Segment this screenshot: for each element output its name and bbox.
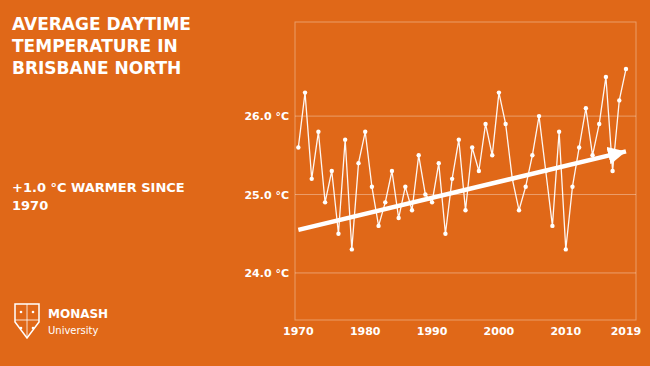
x-tick-label: 1980 — [350, 325, 381, 338]
y-tick-label: 26.0 °C — [244, 110, 289, 123]
temperature-point — [336, 232, 340, 236]
temperature-point — [303, 90, 307, 94]
plot-frame — [295, 22, 636, 320]
temperature-point — [483, 122, 487, 126]
temperature-point — [570, 184, 574, 188]
temperature-point — [597, 122, 601, 126]
temperature-point — [497, 90, 501, 94]
temperature-point — [564, 247, 568, 251]
temperature-point — [457, 137, 461, 141]
temperature-point — [477, 169, 481, 173]
background — [0, 0, 650, 366]
temperature-point — [416, 153, 420, 157]
temperature-point — [503, 122, 507, 126]
temperature-point — [330, 169, 334, 173]
chart: 24.0 °C 25.0 °C 26.0 °C 1970 1980 1990 2000 201… — [0, 0, 650, 366]
temperature-point — [323, 200, 327, 204]
shield-outline — [15, 304, 39, 338]
temperature-point — [430, 200, 434, 204]
temperature-line — [298, 69, 626, 249]
logo-shield — [15, 304, 39, 338]
temperature-point — [356, 161, 360, 165]
grid-line — [295, 272, 636, 273]
subtitle-line: 1970 — [12, 198, 48, 213]
x-tick-label: 2019 — [611, 325, 642, 338]
temperature-point — [610, 169, 614, 173]
temperature-point — [343, 137, 347, 141]
grid-line — [295, 194, 636, 195]
temperature-point — [410, 208, 414, 212]
temperature-point — [463, 208, 467, 212]
temperature-point — [396, 216, 400, 220]
temperature-point — [517, 208, 521, 212]
temperature-point — [604, 75, 608, 79]
plot-data — [296, 67, 628, 252]
temperature-point — [423, 192, 427, 196]
temperature-point — [584, 106, 588, 110]
y-tick-label: 24.0 °C — [244, 267, 289, 280]
subtitle-line: +1.0 °C WARMER SINCE — [12, 180, 185, 195]
trend-arrow — [298, 151, 626, 229]
logo-subtext: University — [48, 325, 99, 336]
temperature-point — [363, 130, 367, 134]
x-tick-label: 1990 — [417, 325, 448, 338]
temperature-point — [390, 169, 394, 173]
temperature-point — [296, 145, 300, 149]
temperature-point — [370, 184, 374, 188]
temperature-point — [550, 224, 554, 228]
shield-dot — [20, 327, 23, 330]
x-tick-label: 2010 — [550, 325, 581, 338]
temperature-point — [376, 224, 380, 228]
temperature-point — [490, 153, 494, 157]
title: AVERAGE DAYTIMETEMPERATURE INBRISBANE NO… — [12, 14, 191, 78]
shield-dot — [32, 327, 35, 330]
shield-cross — [15, 320, 39, 321]
temperature-point — [403, 184, 407, 188]
shield-cross — [27, 304, 28, 338]
temperature-point — [577, 145, 581, 149]
subtitle: +1.0 °C WARMER SINCE 1970 — [12, 180, 185, 213]
title-line: TEMPERATURE IN — [12, 36, 178, 56]
y-tick-label: 25.0 °C — [244, 189, 289, 202]
temperature-point — [450, 177, 454, 181]
temperature-point — [383, 200, 387, 204]
temperature-point — [530, 153, 534, 157]
temperature-point — [557, 130, 561, 134]
shield-dot — [20, 311, 23, 314]
title-line: BRISBANE NORTH — [12, 58, 181, 78]
temperature-point — [350, 247, 354, 251]
temperature-point — [470, 145, 474, 149]
title-line: AVERAGE DAYTIME — [12, 14, 191, 34]
temperature-point — [316, 130, 320, 134]
temperature-point — [523, 184, 527, 188]
x-tick-label: 1970 — [283, 325, 314, 338]
temperature-point — [617, 98, 621, 102]
shield-dot — [32, 311, 35, 314]
temperature-point — [624, 67, 628, 71]
logo-text: MONASH — [48, 307, 108, 321]
x-tick-label: 2000 — [484, 325, 515, 338]
temperature-point — [443, 232, 447, 236]
temperature-point — [310, 177, 314, 181]
temperature-point — [537, 114, 541, 118]
temperature-point — [437, 161, 441, 165]
